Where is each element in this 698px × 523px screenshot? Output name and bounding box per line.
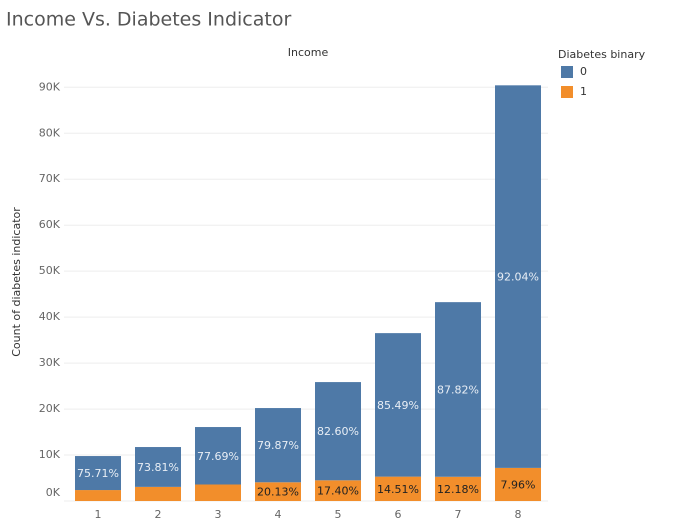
y-tick-label: 70K (39, 172, 61, 185)
x-tick-label: 5 (335, 508, 342, 521)
data-label: 79.87% (257, 439, 299, 452)
x-tick-label: 6 (395, 508, 402, 521)
bar-segment (375, 333, 421, 477)
data-label: 75.71% (77, 467, 119, 480)
x-tick-label: 3 (215, 508, 222, 521)
bar-segment (135, 447, 181, 487)
y-axis-title: Count of diabetes indicator (10, 207, 23, 357)
legend-label: 1 (580, 85, 587, 98)
chart-title: Income Vs. Diabetes Indicator (6, 9, 291, 31)
bar-segment (135, 486, 181, 501)
data-label: 73.81% (137, 461, 179, 474)
y-tick-label: 40K (39, 310, 61, 323)
data-label: 17.40% (317, 485, 359, 498)
y-tick-label: 20K (39, 402, 61, 415)
data-label: 77.69% (197, 450, 239, 463)
x-tick-label: 1 (95, 508, 102, 521)
data-label: 85.49% (377, 399, 419, 412)
legend-title: Diabetes binary (558, 48, 646, 61)
bar-segment (255, 408, 301, 483)
bar-segment (195, 484, 241, 501)
bar-segment (435, 476, 481, 501)
y-tick-label: 60K (39, 218, 61, 231)
x-header: Income (288, 46, 329, 59)
data-label: 20.13% (257, 486, 299, 499)
data-label: 87.82% (437, 383, 479, 396)
data-label: 92.04% (497, 271, 539, 284)
legend-label: 0 (580, 65, 587, 78)
bar-segment (495, 467, 541, 501)
x-tick-label: 2 (155, 508, 162, 521)
data-label: 12.18% (437, 483, 479, 496)
y-tick-label: 50K (39, 264, 61, 277)
data-label: 7.96% (501, 478, 536, 491)
x-tick-label: 7 (455, 508, 462, 521)
bar-segment (75, 456, 121, 491)
data-label: 82.60% (317, 425, 359, 438)
bar-segment (195, 427, 241, 485)
y-tick-label: 80K (39, 126, 61, 139)
y-tick-label: 30K (39, 356, 61, 369)
legend-swatch (561, 86, 573, 98)
y-tick-label: 10K (39, 448, 61, 461)
x-tick-label: 8 (515, 508, 522, 521)
bar-segment (315, 382, 361, 481)
bar-segment (375, 476, 421, 501)
bar-segment (75, 490, 121, 501)
x-tick-label: 4 (275, 508, 282, 521)
legend-swatch (561, 66, 573, 78)
bar-segment (255, 482, 301, 501)
bar-segment (315, 480, 361, 501)
y-tick-label: 90K (39, 80, 61, 93)
bar-segment (435, 302, 481, 477)
bar-segment (495, 85, 541, 468)
y-tick-label: 0K (46, 486, 61, 499)
data-label: 14.51% (377, 483, 419, 496)
